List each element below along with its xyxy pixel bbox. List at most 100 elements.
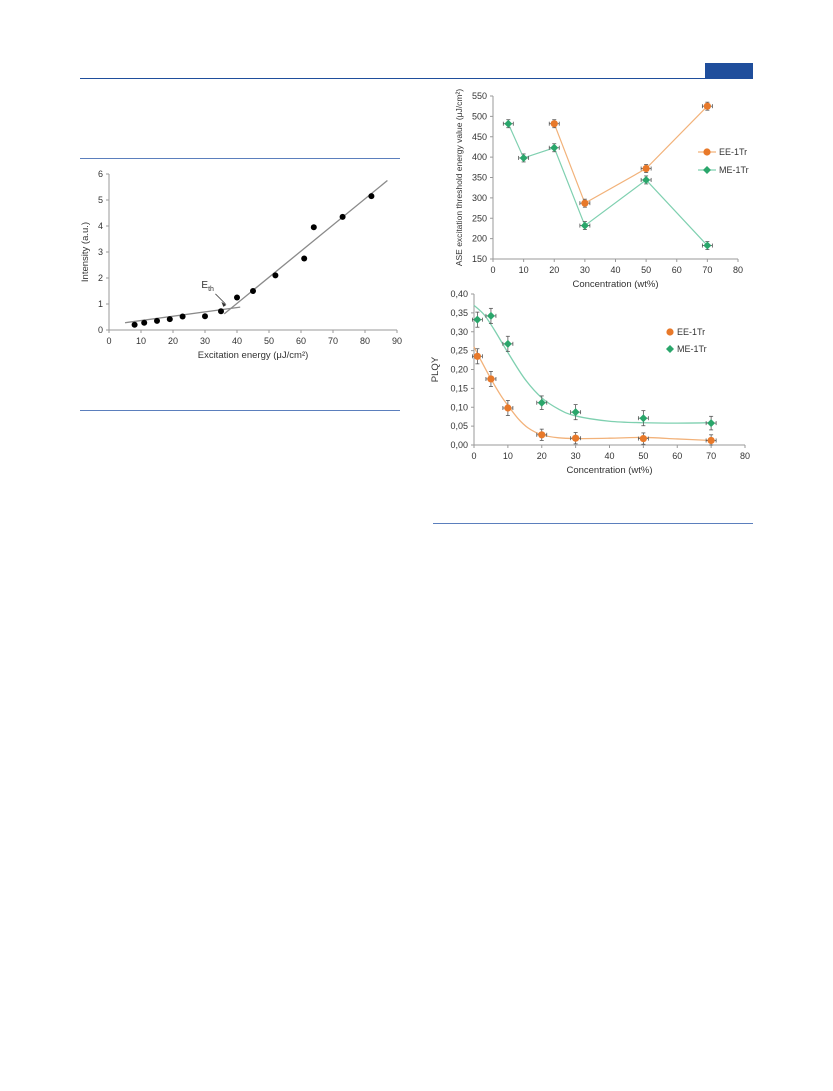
threshold-y-axis-title: Intensity (a.u.) [80,222,91,282]
plqy-data-point [538,431,546,439]
ase-x-tick-label: 0 [490,265,495,275]
plqy-x-tick-label: 70 [706,451,716,461]
ase-legend-marker [703,148,711,156]
ase-legend-label: EE-1Tr [719,147,747,157]
plqy-data-point [473,315,482,324]
ase-y-tick-label: 200 [472,234,487,244]
plqy-x-tick-label: 10 [503,451,513,461]
plqy-y-tick-label: 0,15 [450,383,468,393]
ase-x-tick-label: 40 [610,265,620,275]
ase-y-tick-label: 500 [472,111,487,121]
threshold-data-point [141,319,148,326]
plqy-y-tick-label: 0,05 [450,421,468,431]
ase-data-point [550,143,559,152]
threshold-x-tick-label: 70 [328,336,338,346]
plqy-data-point [486,311,495,320]
ase-y-tick-label: 250 [472,213,487,223]
plqy-x-tick-label: 40 [604,451,614,461]
ase-data-point [703,102,711,110]
ase-x-tick-label: 20 [549,265,559,275]
ase-y-tick-label: 450 [472,132,487,142]
threshold-data-point [179,313,186,320]
ase-y-axis-title: ASE excitation threshold energy value (μ… [454,89,464,267]
threshold-y-tick-label: 3 [98,247,103,257]
threshold-data-point [339,213,346,220]
ase-x-tick-label: 10 [519,265,529,275]
threshold-y-tick-label: 1 [98,299,103,309]
page-header-rule [80,78,753,79]
threshold-y-tick-label: 0 [98,325,103,335]
plqy-y-tick-label: 0,35 [450,308,468,318]
plqy-x-tick-label: 60 [672,451,682,461]
plqy-x-tick-label: 30 [571,451,581,461]
plqy-data-point [537,398,546,407]
plqy-x-tick-label: 20 [537,451,547,461]
ase-y-tick-label: 150 [472,254,487,264]
threshold-data-point [166,316,173,323]
plqy-legend-label: ME-1Tr [677,344,707,354]
plqy-data-point [639,414,648,423]
plqy-data-point [504,404,512,412]
plqy-data-point [487,375,495,383]
ase-x-tick-label: 60 [672,265,682,275]
ase-y-tick-label: 350 [472,173,487,183]
threshold-data-point [234,294,240,301]
threshold-data-point [272,272,279,279]
ase-legend-marker [703,166,711,174]
figure-rule-top [80,158,400,159]
threshold-x-axis-title: Excitation energy (μJ/cm²) [198,350,309,361]
threshold-x-tick-label: 40 [232,336,242,346]
ase-legend-label: ME-1Tr [719,165,749,175]
threshold-data-point [202,313,208,320]
plqy-y-tick-label: 0,30 [450,327,468,337]
threshold-fit-line [223,179,388,315]
plqy-x-tick-label: 0 [471,451,476,461]
page-header-tab [705,63,753,78]
threshold-data-point [154,317,160,324]
ase-data-point [581,199,589,207]
ase-series-line-1 [507,123,708,246]
threshold-x-tick-label: 0 [106,336,111,346]
plqy-x-tick-label: 80 [740,451,750,461]
plqy-y-tick-label: 0,40 [450,289,468,299]
ase-data-point [504,119,513,128]
plqy-data-point [639,434,647,443]
threshold-y-tick-label: 6 [98,169,103,179]
ase-x-tick-label: 30 [580,265,590,275]
threshold-data-point [368,193,375,200]
threshold-data-point [250,288,256,294]
threshold-x-tick-label: 30 [200,336,210,346]
plqy-y-tick-label: 0,10 [450,402,468,412]
ase-series-line-0 [553,105,708,205]
threshold-data-point [310,224,317,231]
ase-data-point [519,153,528,162]
ase-data-point [580,221,589,230]
threshold-annotation-arrow [215,293,226,305]
threshold-y-tick-label: 5 [98,195,103,205]
threshold-y-tick-label: 4 [98,221,103,231]
threshold-x-tick-label: 80 [360,336,370,346]
ase-x-tick-label: 50 [641,265,651,275]
ase-y-tick-label: 300 [472,193,487,203]
plqy-fit-curve-0 [473,346,712,442]
plqy-data-point [707,436,715,445]
threshold-x-tick-label: 50 [264,336,274,346]
ase-data-point [642,175,651,184]
plqy-data-point [571,408,580,417]
threshold-data-point [301,255,308,262]
ase-data-point [642,164,650,173]
ase-data-point [703,241,712,250]
ase-x-tick-label: 80 [733,265,743,275]
figure-rule-right-bottom [433,523,753,524]
plqy-legend-label: EE-1Tr [677,327,705,337]
ase-y-tick-label: 400 [472,152,487,162]
threshold-data-point [131,321,138,328]
plqy-y-tick-label: 0,20 [450,365,468,375]
plqy-x-axis-title: Concentration (wt%) [566,465,652,476]
threshold-data-point [218,308,224,315]
threshold-y-tick-label: 2 [98,273,103,283]
figure-rule-bottom [80,410,400,411]
threshold-annotation-arrowhead [221,301,227,307]
plqy-data-point [572,434,580,442]
